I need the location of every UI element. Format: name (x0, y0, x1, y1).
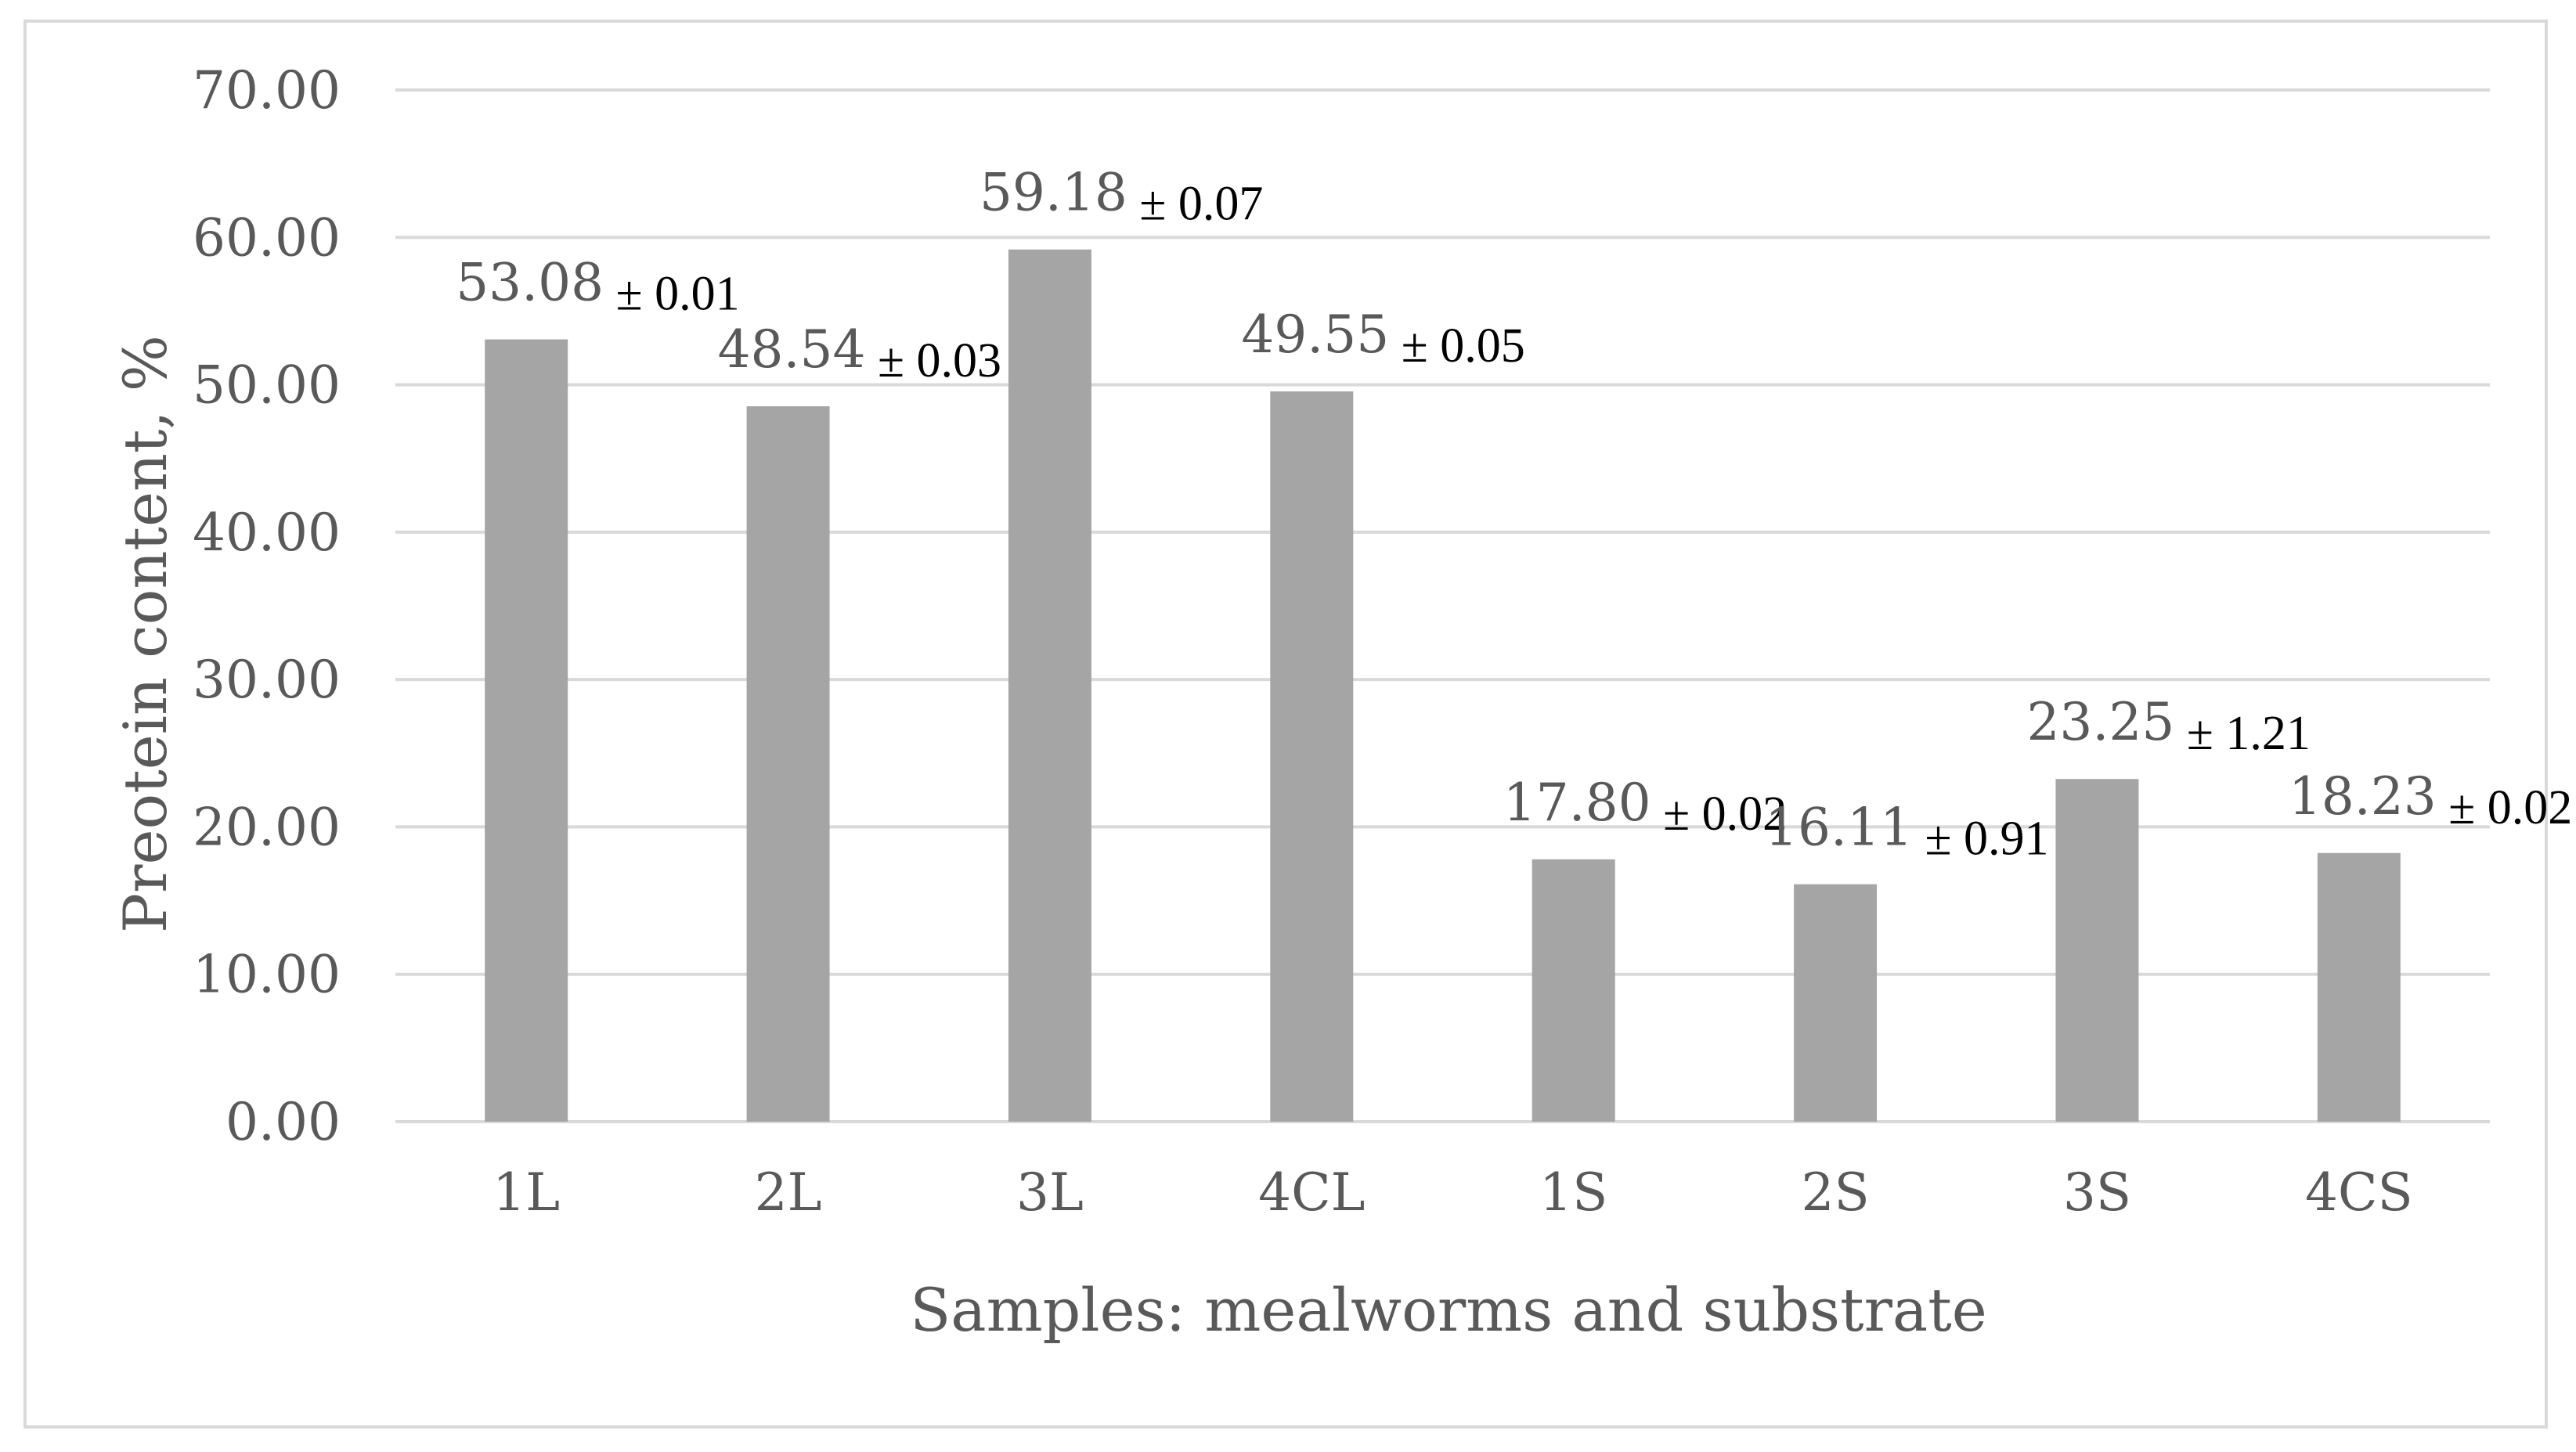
y-tick-label: 40.00 (193, 503, 341, 563)
data-label: 49.55 ± 0.05 (1241, 304, 1524, 373)
data-label: 17.80 ± 0.02 (1503, 773, 1787, 841)
error-label: ± 0.05 (1389, 319, 1525, 373)
error-label: ± 0.01 (604, 268, 740, 321)
data-label: 59.18 ± 0.07 (980, 163, 1263, 231)
error-label: ± 0.03 (866, 334, 1002, 387)
error-label: ± 0.02 (1651, 787, 1788, 841)
data-label: 53.08 ± 0.01 (456, 253, 739, 321)
x-axis-title: Samples: mealworms and substrate (910, 1275, 1987, 1345)
error-label: ± 0.07 (1127, 178, 1264, 231)
data-label: 23.25 ± 1.21 (2026, 692, 2310, 760)
y-tick-label: 20.00 (193, 797, 341, 857)
bar-2s (1794, 884, 1878, 1122)
value-label: 16.11 (1765, 798, 1913, 858)
y-tick-label: 50.00 (193, 355, 341, 416)
data-label: 18.23 ± 0.02 (2289, 766, 2572, 834)
y-tick-label: 30.00 (193, 650, 341, 710)
x-tick-label: 4CL (1258, 1162, 1365, 1223)
value-label: 17.80 (1503, 773, 1651, 833)
bar-2l (746, 406, 830, 1122)
y-tick-label: 10.00 (193, 945, 341, 1005)
bar-1l (485, 339, 568, 1122)
y-tick-label: 0.00 (225, 1092, 341, 1152)
x-tick-label: 3L (1016, 1162, 1084, 1223)
x-tick-label: 1L (492, 1162, 560, 1223)
x-tick-label: 2S (1801, 1162, 1869, 1223)
bar-1s (1532, 859, 1615, 1122)
value-label: 59.18 (980, 163, 1127, 223)
data-label: 16.11 ± 0.91 (1765, 798, 2048, 866)
value-label: 18.23 (2289, 766, 2437, 827)
x-tick-label: 4CS (2305, 1162, 2413, 1223)
value-label: 23.25 (2026, 692, 2174, 752)
bar-3s (2055, 779, 2139, 1122)
value-label: 48.54 (718, 319, 866, 380)
value-label: 49.55 (1241, 304, 1389, 365)
value-label: 53.08 (456, 253, 604, 313)
y-tick-labels: 0.00 10.00 20.00 30.00 40.00 50.00 60.00 70.00 (193, 60, 341, 1152)
gridlines (395, 88, 2490, 1123)
y-tick-label: 70.00 (193, 60, 341, 121)
error-label: ± 0.91 (1913, 812, 2049, 866)
data-label: 48.54 ± 0.03 (718, 319, 1001, 387)
y-axis-title: Preotein content, % (110, 335, 180, 933)
error-label: ± 1.21 (2174, 707, 2311, 760)
y-tick-label: 60.00 (193, 207, 341, 268)
x-tick-label: 1S (1539, 1162, 1607, 1223)
x-tick-labels: 1L 2L 3L 4CL 1S 2S 3S 4CS (492, 1162, 2412, 1223)
x-tick-label: 3S (2063, 1162, 2131, 1223)
bar-4cl (1270, 391, 1354, 1122)
bar-3l (1008, 249, 1091, 1122)
bar-4cs (2317, 852, 2401, 1122)
error-label: ± 0.02 (2437, 781, 2573, 834)
bars (485, 249, 2401, 1122)
x-tick-label: 2L (755, 1162, 822, 1223)
